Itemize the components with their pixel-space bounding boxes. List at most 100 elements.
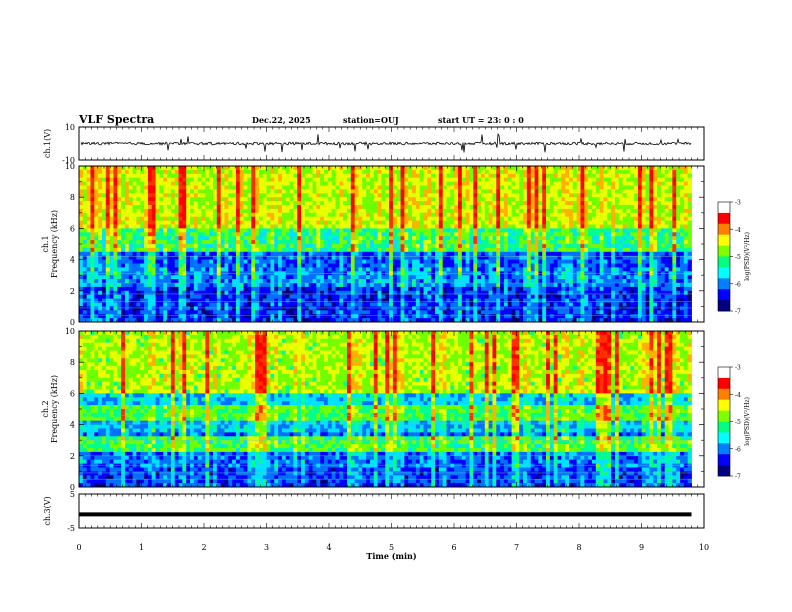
spectrogram-cell [457, 208, 463, 214]
spectrogram-cell [151, 216, 156, 221]
spectrogram-cell [519, 279, 524, 284]
spectrogram-cell [278, 263, 283, 268]
spectrogram-cell [534, 216, 539, 221]
spectrogram-cell [285, 247, 290, 253]
spectrogram-cell [155, 232, 160, 237]
spectrogram-cell [599, 236, 604, 241]
spectrogram-cell [312, 173, 317, 179]
spectrogram-cell [155, 279, 160, 284]
spectrogram-cell [404, 228, 409, 233]
spectrogram-cell [534, 220, 539, 225]
spectrogram-cell [167, 286, 172, 292]
spectrogram-cell [147, 224, 153, 229]
spectrogram-cell [630, 247, 635, 253]
spectrogram-cell [335, 220, 340, 225]
spectrogram-cell [186, 212, 191, 218]
spectrogram-cell [186, 166, 191, 171]
spectrogram-cell [607, 189, 612, 194]
spectrogram-cell [385, 251, 390, 257]
spectrogram-cell [369, 205, 375, 210]
spectrogram-cell [343, 283, 348, 288]
spectrogram-cell [82, 286, 88, 292]
spectrogram-cell [201, 228, 206, 233]
spectrogram-cell [281, 224, 287, 229]
spectrogram-cell [216, 205, 222, 210]
spectrogram-cell [320, 185, 325, 190]
spectrogram-cell [580, 177, 585, 182]
spectrogram-cell [132, 189, 137, 194]
spectrogram-cell [607, 279, 612, 284]
spectrogram-cell [591, 212, 597, 218]
spectrogram-cell [664, 177, 669, 182]
spectrogram-cell [377, 247, 382, 253]
spectrogram-cell [212, 212, 218, 218]
spectrogram-cell [442, 166, 447, 171]
spectrogram-cell [488, 169, 493, 175]
spectrogram-cell [136, 224, 141, 229]
spectrogram-cell [561, 283, 566, 288]
spectrogram-cell [381, 275, 386, 280]
spectrogram-cell [339, 173, 344, 179]
spectrogram-cell [611, 244, 616, 249]
spectrogram-cell [641, 228, 646, 233]
spectrogram-cell [611, 275, 616, 280]
spectrogram-cell [293, 220, 298, 225]
spectrogram-cell [155, 283, 160, 288]
spectrogram-cell [82, 166, 88, 171]
spectrogram-cell [369, 189, 375, 194]
spectrogram-cell [435, 283, 440, 288]
spectrogram-cell [530, 181, 535, 186]
spectrogram-cell [614, 205, 620, 210]
spectrogram-cell [289, 232, 294, 237]
spectrogram-cell [523, 247, 528, 253]
spectrogram-cell [595, 208, 601, 214]
spectrogram-cell [362, 166, 367, 171]
spectrogram-cell [396, 216, 401, 221]
spectrogram-cell [603, 279, 608, 284]
spectrogram-cell [569, 224, 574, 229]
spectrogram-cell [530, 173, 535, 179]
spectrogram-cell [392, 212, 398, 218]
spectrogram-cell [232, 166, 237, 171]
spectrogram-cell [366, 173, 371, 179]
spectrogram-cell [324, 279, 329, 284]
spectrogram-cell [324, 283, 329, 288]
spectrogram-cell [144, 247, 149, 253]
spectrogram-cell [396, 205, 401, 210]
spectrogram-cell [90, 197, 95, 202]
spectrogram-cell [331, 166, 336, 171]
spectrogram-cell [163, 201, 168, 206]
spectrogram-cell [182, 173, 187, 179]
spectrogram-cell [197, 255, 202, 260]
spectrogram-cell [523, 212, 528, 218]
spectrogram-cell [595, 279, 601, 284]
spectrogram-cell [232, 259, 237, 264]
spectrogram-cell [649, 220, 654, 225]
spectrogram-cell [496, 220, 501, 225]
spectrogram-cell [438, 193, 444, 198]
spectrogram-cell [281, 275, 287, 280]
spectrogram-cell [174, 197, 179, 202]
spectrogram-cell [515, 193, 520, 198]
spectrogram-cell [664, 205, 669, 210]
spectrogram-cell [412, 240, 417, 245]
spectrogram-cell [212, 216, 218, 221]
spectrogram-cell [557, 189, 562, 194]
spectrogram-cell [469, 185, 474, 190]
spectrogram-cell [427, 236, 432, 241]
spectrogram-cell [565, 212, 570, 218]
spectrogram-cell [412, 259, 417, 264]
spectrogram-cell [124, 255, 130, 260]
spectrogram-cell [595, 193, 601, 198]
spectrogram-cell [124, 189, 130, 194]
spectrogram-cell [683, 275, 689, 280]
spectrogram-cell [530, 259, 535, 264]
spectrogram-cell [396, 166, 401, 171]
spectrogram-cell [216, 228, 222, 233]
spectrogram-cell [630, 232, 635, 237]
spectrogram-cell [266, 244, 271, 249]
spectrogram-cell [591, 251, 597, 257]
spectrogram-cell [358, 189, 363, 194]
spectrogram-cell [366, 166, 371, 171]
spectrogram-cell [285, 263, 290, 268]
